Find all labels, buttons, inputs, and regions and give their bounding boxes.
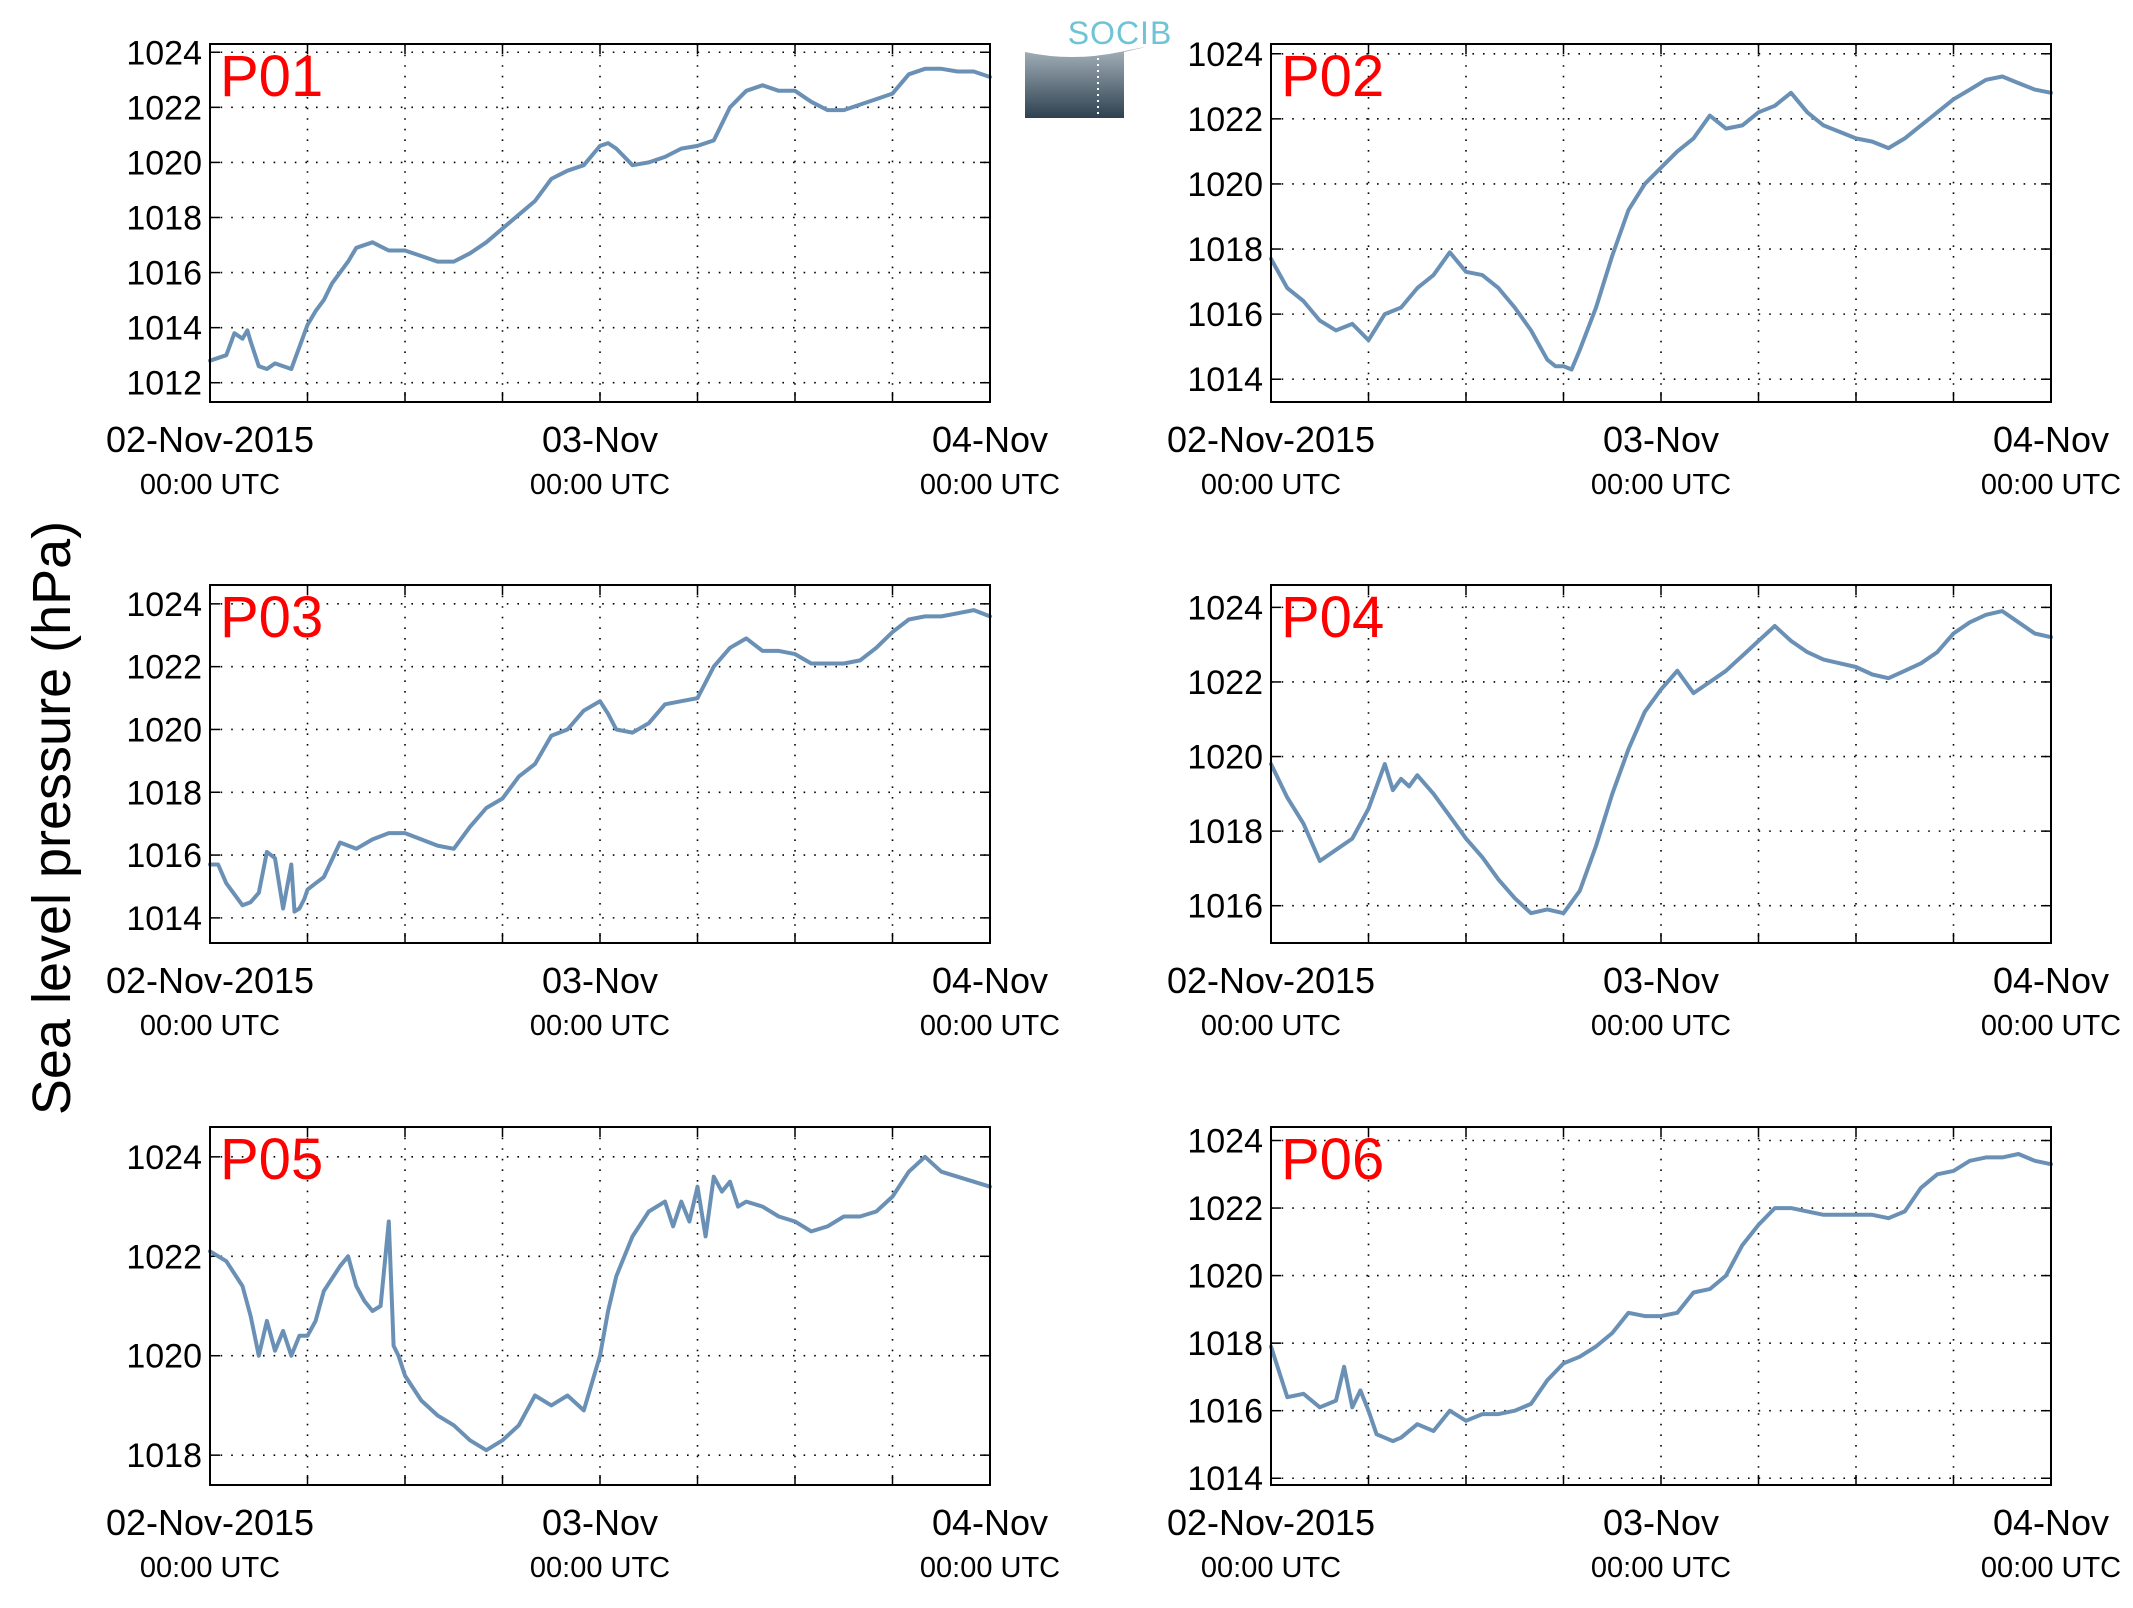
y-tick-label: 1014 bbox=[126, 900, 202, 938]
y-tick-label: 1024 bbox=[1187, 589, 1263, 627]
y-tick-label: 1020 bbox=[126, 1338, 202, 1376]
chart-panel-p02: 1014 1016 1018 1020 1022 1024 02-Nov-2015 00:00… bbox=[1167, 36, 2121, 501]
x-tick-label-date: 04-Nov bbox=[1993, 1502, 2109, 1543]
y-tick-label: 1024 bbox=[126, 1139, 202, 1177]
x-tick-label-time: 00:00 UTC bbox=[920, 469, 1060, 501]
x-tick-label-time: 00:00 UTC bbox=[1201, 469, 1341, 501]
y-tick-label: 1014 bbox=[1187, 1460, 1263, 1498]
axes-frame bbox=[1270, 43, 2052, 403]
x-tick-label-time: 00:00 UTC bbox=[1981, 469, 2121, 501]
x-tick-label-time: 00:00 UTC bbox=[1591, 1010, 1731, 1042]
y-tick-label: 1022 bbox=[126, 649, 202, 687]
logo-text: SOCIB bbox=[1068, 15, 1173, 51]
axes-frame bbox=[1270, 1126, 2052, 1486]
y-tick-label: 1020 bbox=[1187, 1258, 1263, 1296]
x-tick-label-date: 04-Nov bbox=[1993, 960, 2109, 1001]
y-tick-label: 1024 bbox=[126, 34, 202, 72]
x-tick-label-date: 03-Nov bbox=[542, 419, 658, 460]
x-tick-label-time: 00:00 UTC bbox=[140, 469, 280, 501]
panel-label: P05 bbox=[220, 1127, 323, 1192]
x-tick-label-date: 02-Nov-2015 bbox=[106, 1502, 314, 1543]
panel-label: P02 bbox=[1281, 44, 1384, 109]
y-tick-label: 1018 bbox=[126, 774, 202, 812]
x-tick-label-date: 03-Nov bbox=[1603, 960, 1719, 1001]
y-tick-label: 1022 bbox=[1187, 101, 1263, 139]
chart-panel-p05: 1018 1020 1022 1024 02-Nov-2015 00:00 UTC 03-N… bbox=[106, 1126, 1060, 1584]
x-tick-label-time: 00:00 UTC bbox=[920, 1552, 1060, 1584]
x-tick-label-time: 00:00 UTC bbox=[1981, 1552, 2121, 1584]
pressure-series-line bbox=[208, 66, 992, 371]
x-tick-label-time: 00:00 UTC bbox=[530, 1010, 670, 1042]
y-tick-label: 1020 bbox=[126, 144, 202, 182]
y-tick-label: 1018 bbox=[126, 1437, 202, 1475]
chart-panel-p01: 1012 1014 1016 1018 1020 1022 1024 02-Nov-2015 0… bbox=[106, 34, 1060, 501]
y-tick-label: 1020 bbox=[1187, 166, 1263, 204]
y-tick-label: 1018 bbox=[1187, 813, 1263, 851]
y-tick-label: 1022 bbox=[1187, 664, 1263, 702]
y-tick-label: 1016 bbox=[1187, 296, 1263, 334]
panel-label: P04 bbox=[1281, 585, 1384, 650]
panel-label: P01 bbox=[220, 44, 323, 109]
x-tick-label-time: 00:00 UTC bbox=[530, 1552, 670, 1584]
y-tick-label: 1022 bbox=[126, 89, 202, 127]
y-tick-label: 1024 bbox=[1187, 36, 1263, 74]
socib-logo: SOCIB bbox=[1025, 15, 1173, 118]
axes-frame bbox=[209, 1126, 991, 1486]
y-tick-label: 1018 bbox=[126, 199, 202, 237]
y-tick-label: 1016 bbox=[126, 255, 202, 293]
y-tick-label: 1014 bbox=[126, 310, 202, 348]
x-tick-label-date: 02-Nov-2015 bbox=[106, 419, 314, 460]
x-tick-label-date: 02-Nov-2015 bbox=[1167, 960, 1375, 1001]
x-tick-label-date: 04-Nov bbox=[932, 419, 1048, 460]
y-tick-label: 1024 bbox=[126, 586, 202, 624]
pressure-series-line bbox=[1269, 1152, 2053, 1444]
pressure-series-line bbox=[208, 1154, 992, 1453]
y-tick-label: 1012 bbox=[126, 365, 202, 403]
panel-label: P03 bbox=[220, 585, 323, 650]
x-tick-label-date: 03-Nov bbox=[542, 960, 658, 1001]
x-tick-label-time: 00:00 UTC bbox=[1591, 1552, 1731, 1584]
x-tick-label-time: 00:00 UTC bbox=[1591, 469, 1731, 501]
y-tick-label: 1020 bbox=[126, 711, 202, 749]
y-tick-label: 1016 bbox=[126, 837, 202, 875]
y-tick-label: 1022 bbox=[1187, 1190, 1263, 1228]
axes-frame bbox=[1270, 584, 2052, 944]
pressure-series-line bbox=[1269, 74, 2053, 372]
x-tick-label-time: 00:00 UTC bbox=[1981, 1010, 2121, 1042]
axes-frame bbox=[209, 43, 991, 403]
y-tick-label: 1020 bbox=[1187, 739, 1263, 777]
panel-label: P06 bbox=[1281, 1127, 1384, 1192]
x-tick-label-date: 04-Nov bbox=[1993, 419, 2109, 460]
x-tick-label-time: 00:00 UTC bbox=[920, 1010, 1060, 1042]
x-tick-label-time: 00:00 UTC bbox=[1201, 1552, 1341, 1584]
chart-panel-p04: 1016 1018 1020 1022 1024 02-Nov-2015 00:00 UTC… bbox=[1167, 584, 2121, 1042]
y-tick-label: 1014 bbox=[1187, 361, 1263, 399]
axes-frame bbox=[209, 584, 991, 944]
x-tick-label-time: 00:00 UTC bbox=[140, 1552, 280, 1584]
x-tick-label-date: 02-Nov-2015 bbox=[106, 960, 314, 1001]
x-tick-label-time: 00:00 UTC bbox=[530, 469, 670, 501]
x-tick-label-date: 03-Nov bbox=[1603, 419, 1719, 460]
y-tick-label: 1018 bbox=[1187, 231, 1263, 269]
y-tick-label: 1018 bbox=[1187, 1325, 1263, 1363]
x-tick-label-date: 02-Nov-2015 bbox=[1167, 419, 1375, 460]
x-tick-label-date: 04-Nov bbox=[932, 1502, 1048, 1543]
chart-panel-p03: 1014 1016 1018 1020 1022 1024 02-Nov-2015 00:00… bbox=[106, 584, 1060, 1042]
x-tick-label-date: 04-Nov bbox=[932, 960, 1048, 1001]
y-axis-label: Sea level pressure (hPa) bbox=[22, 521, 82, 1115]
y-tick-label: 1016 bbox=[1187, 1393, 1263, 1431]
x-tick-label-time: 00:00 UTC bbox=[1201, 1010, 1341, 1042]
x-tick-label-date: 03-Nov bbox=[542, 1502, 658, 1543]
y-tick-label: 1016 bbox=[1187, 888, 1263, 926]
y-tick-label: 1022 bbox=[126, 1238, 202, 1276]
y-tick-label: 1024 bbox=[1187, 1123, 1263, 1161]
x-tick-label-date: 03-Nov bbox=[1603, 1502, 1719, 1543]
x-tick-label-time: 00:00 UTC bbox=[140, 1010, 280, 1042]
pressure-series-line bbox=[208, 608, 992, 914]
chart-panel-p06: 1014 1016 1018 1020 1022 1024 02-Nov-2015 00:00… bbox=[1167, 1123, 2121, 1584]
pressure-series-line bbox=[1269, 609, 2053, 916]
x-tick-label-date: 02-Nov-2015 bbox=[1167, 1502, 1375, 1543]
